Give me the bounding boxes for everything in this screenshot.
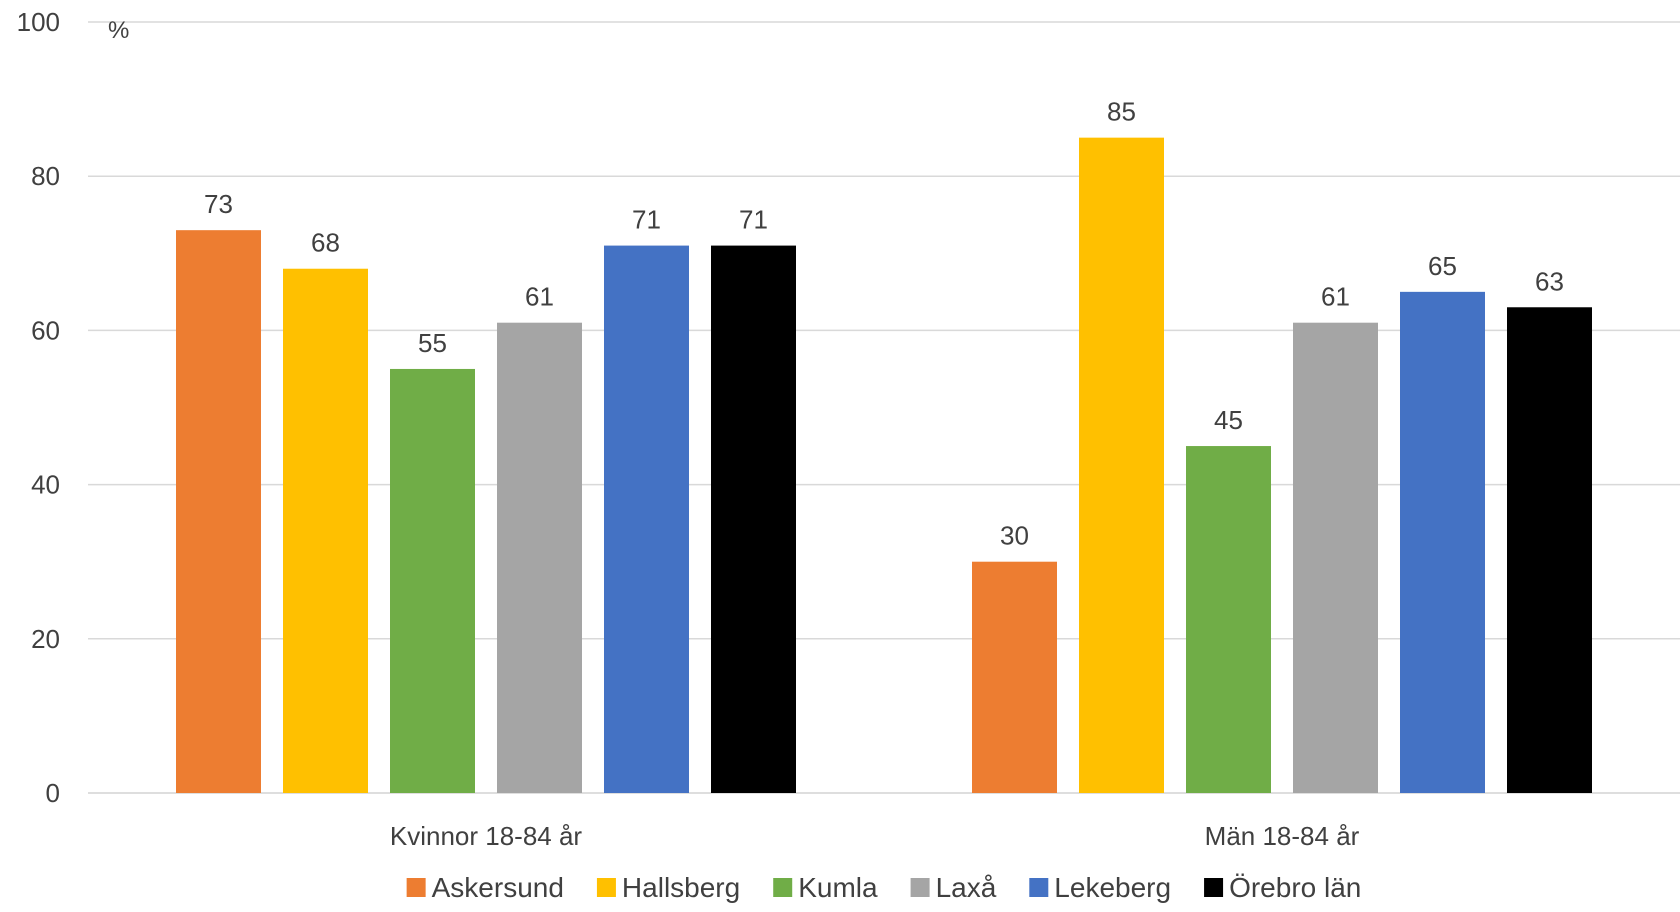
y-tick-label: 20 [31,624,60,654]
y-axis-ticks: 0 20 40 60 80 100 [17,7,60,808]
legend-swatch [1029,878,1049,897]
y-tick-label: 0 [46,778,60,808]
y-tick-label: 60 [31,315,60,345]
y-tick-label: 100 [17,7,60,37]
legend-item: Askersund [406,872,564,903]
data-label: 85 [1107,97,1136,127]
legend-swatch [910,878,930,897]
data-label: 73 [204,189,233,219]
bar-lax--1 [1293,322,1378,793]
data-labels: 73 68 55 61 71 71 30 85 45 61 65 63 [204,97,1564,551]
legend-label: Kumla [798,872,878,903]
data-label: 71 [739,205,768,235]
data-label: 45 [1214,405,1243,435]
bar-kumla-0 [390,368,475,793]
legend: Askersund Hallsberg Kumla Laxå Lekeberg Örebr… [406,872,1361,903]
data-label: 63 [1535,266,1564,296]
y-tick-label: 40 [31,470,60,500]
x-category-label: Kvinnor 18-84 år [390,821,583,851]
bar-askersund-0 [176,230,261,794]
data-label: 55 [418,328,447,358]
y-tick-label: 80 [31,161,60,191]
bar-hallsberg-1 [1079,137,1164,793]
legend-item: Hallsberg [596,872,740,903]
x-axis-categories: Kvinnor 18-84 år Män 18-84 år [390,821,1360,851]
bar--rebro-l-n-1 [1507,307,1592,793]
legend-swatch [406,878,426,897]
legend-swatch [596,878,616,897]
bar-askersund-1 [972,561,1057,793]
bar--rebro-l-n-0 [711,245,796,794]
data-label: 61 [525,282,554,312]
legend-item: Örebro län [1204,872,1361,903]
legend-item: Kumla [773,872,878,903]
bar-lekeberg-0 [604,245,689,794]
data-label: 68 [311,228,340,258]
bar-lax--0 [497,322,582,793]
data-label: 65 [1428,251,1457,281]
bar-kumla-1 [1186,446,1271,793]
x-category-label: Män 18-84 år [1205,821,1360,851]
legend-label: Örebro län [1229,872,1361,903]
legend-label: Laxå [936,872,997,903]
data-label: 61 [1321,282,1350,312]
y-axis-unit: % [108,17,129,44]
data-label: 71 [632,205,661,235]
bar-lekeberg-1 [1400,291,1485,793]
legend-label: Hallsberg [622,872,740,903]
bars [176,137,1592,794]
legend-label: Lekeberg [1054,872,1171,903]
data-label: 30 [1000,521,1029,551]
legend-swatch [1204,878,1224,897]
legend-label: Askersund [432,872,564,903]
bar-hallsberg-0 [283,268,368,794]
legend-item: Lekeberg [1029,872,1171,903]
legend-item: Laxå [910,872,997,903]
legend-swatch [773,878,793,897]
